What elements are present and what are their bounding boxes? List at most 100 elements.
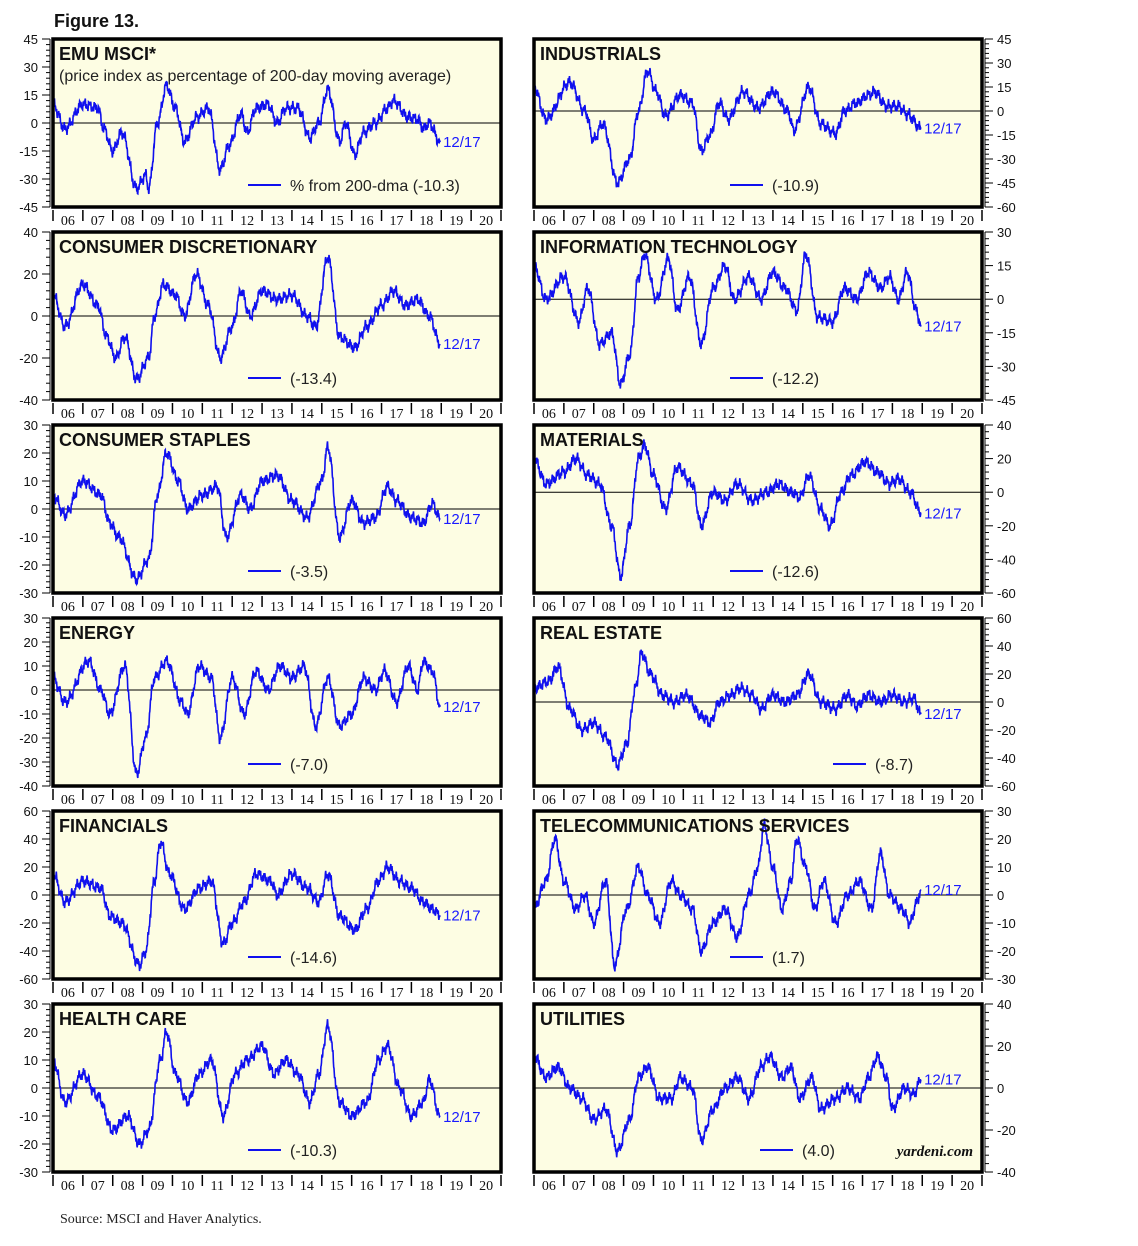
series-line — [52, 840, 441, 972]
x-tick-label: 09 — [151, 793, 165, 808]
y-tick-label: 0 — [997, 485, 1004, 500]
y-tick-label: 20 — [24, 860, 38, 875]
y-tick-label: -40 — [997, 552, 1016, 567]
x-tick-label: 11 — [211, 407, 224, 422]
y-tick-label: -20 — [997, 1123, 1016, 1138]
series-line — [533, 439, 922, 582]
x-tick-label: 15 — [330, 986, 344, 1001]
y-tick-label: 10 — [24, 659, 38, 674]
x-tick-label: 12 — [240, 793, 254, 808]
x-tick-label: 10 — [661, 214, 675, 229]
panel-title: ENERGY — [59, 623, 135, 643]
x-tick-label: 09 — [632, 1179, 646, 1194]
y-tick-label: 0 — [997, 695, 1004, 710]
yardeni-watermark: yardeni.com — [895, 1144, 973, 1160]
x-tick-label: 14 — [781, 986, 795, 1001]
y-tick-label: -20 — [997, 944, 1016, 959]
x-tick-label: 12 — [240, 1179, 254, 1194]
x-tick-label: 19 — [930, 986, 944, 1001]
y-tick-label: -30 — [19, 172, 38, 187]
x-tick-label: 11 — [211, 986, 224, 1001]
x-tick-label: 11 — [692, 214, 705, 229]
x-tick-label: 20 — [960, 1179, 974, 1194]
x-tick-label: 13 — [751, 600, 765, 615]
x-tick-label: 08 — [121, 407, 135, 422]
chart-panel-materials: 40 20 0 -20 -40 -60 06 07 08 09 10 11 12 13 14 15 16 17 18… — [532, 418, 1016, 615]
panel-title: HEALTH CARE — [59, 1009, 187, 1029]
x-tick-label: 13 — [751, 1179, 765, 1194]
y-tick-label: 30 — [24, 997, 38, 1012]
y-tick-label: 20 — [24, 635, 38, 650]
x-tick-label: 19 — [449, 600, 463, 615]
x-tick-label: 13 — [270, 793, 284, 808]
x-tick-label: 08 — [602, 407, 616, 422]
x-tick-label: 14 — [300, 986, 314, 1001]
chart-panel-information-technology: 30 15 0 -15 -30 -45 06 07 08 09 10 11 12 13 14 15 16 17 18… — [532, 225, 1016, 422]
panel-border — [532, 1002, 984, 1174]
panel-border — [51, 37, 503, 209]
y-tick-label: 40 — [24, 225, 38, 240]
y-tick-label: 40 — [997, 997, 1011, 1012]
chart-panel-telecommunications-services: 30 20 10 0 -10 -20 -30 06 07 08 09 10 11 12 13 14 15 16 17… — [532, 804, 1016, 1001]
x-tick-label: 11 — [692, 407, 705, 422]
x-tick-label: 14 — [781, 407, 795, 422]
x-tick-label: 17 — [389, 793, 403, 808]
y-tick-label: -45 — [997, 393, 1016, 408]
y-tick-label: 20 — [997, 832, 1011, 847]
x-tick-label: 12 — [721, 793, 735, 808]
y-tick-label: -60 — [997, 586, 1016, 601]
x-tick-label: 18 — [419, 407, 433, 422]
x-tick-label: 06 — [61, 1179, 75, 1194]
x-tick-label: 16 — [360, 600, 374, 615]
x-tick-label: 17 — [870, 986, 884, 1001]
y-tick-label: 60 — [997, 611, 1011, 626]
x-tick-label: 13 — [751, 214, 765, 229]
x-tick-label: 08 — [121, 1179, 135, 1194]
x-tick-label: 11 — [211, 600, 224, 615]
x-tick-label: 11 — [692, 793, 705, 808]
y-tick-label: -30 — [19, 1165, 38, 1180]
y-tick-label: -15 — [997, 128, 1016, 143]
end-date-label: 12/17 — [924, 120, 962, 137]
x-tick-label: 06 — [542, 214, 556, 229]
plot-background — [534, 39, 982, 207]
x-tick-label: 06 — [542, 793, 556, 808]
y-tick-label: 0 — [31, 116, 38, 131]
legend-label: (4.0) — [802, 1143, 835, 1160]
y-tick-label: 30 — [24, 60, 38, 75]
x-tick-label: 09 — [151, 407, 165, 422]
y-tick-label: 15 — [24, 88, 38, 103]
y-tick-label: 30 — [24, 418, 38, 433]
panel-border — [532, 616, 984, 788]
x-tick-label: 15 — [330, 600, 344, 615]
x-tick-label: 10 — [180, 986, 194, 1001]
x-tick-label: 10 — [180, 1179, 194, 1194]
x-tick-label: 19 — [930, 407, 944, 422]
y-tick-label: -15 — [997, 326, 1016, 341]
x-tick-label: 15 — [811, 1179, 825, 1194]
x-tick-label: 13 — [751, 986, 765, 1001]
end-date-label: 12/17 — [443, 699, 481, 716]
x-tick-label: 07 — [572, 1179, 586, 1194]
x-tick-label: 20 — [479, 600, 493, 615]
legend-label: (-10.9) — [772, 178, 819, 195]
end-date-label: 12/17 — [924, 1072, 962, 1089]
x-tick-label: 06 — [61, 986, 75, 1001]
y-tick-label: 0 — [31, 502, 38, 517]
x-tick-label: 17 — [870, 793, 884, 808]
end-date-label: 12/17 — [924, 505, 962, 522]
x-tick-label: 20 — [960, 214, 974, 229]
x-tick-label: 14 — [300, 600, 314, 615]
legend-label: (-3.5) — [290, 564, 328, 581]
y-tick-label: 20 — [24, 446, 38, 461]
y-tick-label: 30 — [997, 804, 1011, 819]
series-line — [533, 818, 922, 972]
legend-label: % from 200-dma (-10.3) — [290, 178, 460, 195]
series-line — [533, 649, 922, 772]
x-tick-label: 20 — [479, 1179, 493, 1194]
chart-panel-energy: 30 20 10 0 -10 -20 -30 -40 06 07 08 09 10 11 12 13 14 15 1… — [19, 611, 503, 808]
legend-label: (-13.4) — [290, 371, 337, 388]
x-tick-label: 07 — [572, 793, 586, 808]
y-tick-label: 15 — [997, 259, 1011, 274]
y-tick-label: 0 — [31, 683, 38, 698]
